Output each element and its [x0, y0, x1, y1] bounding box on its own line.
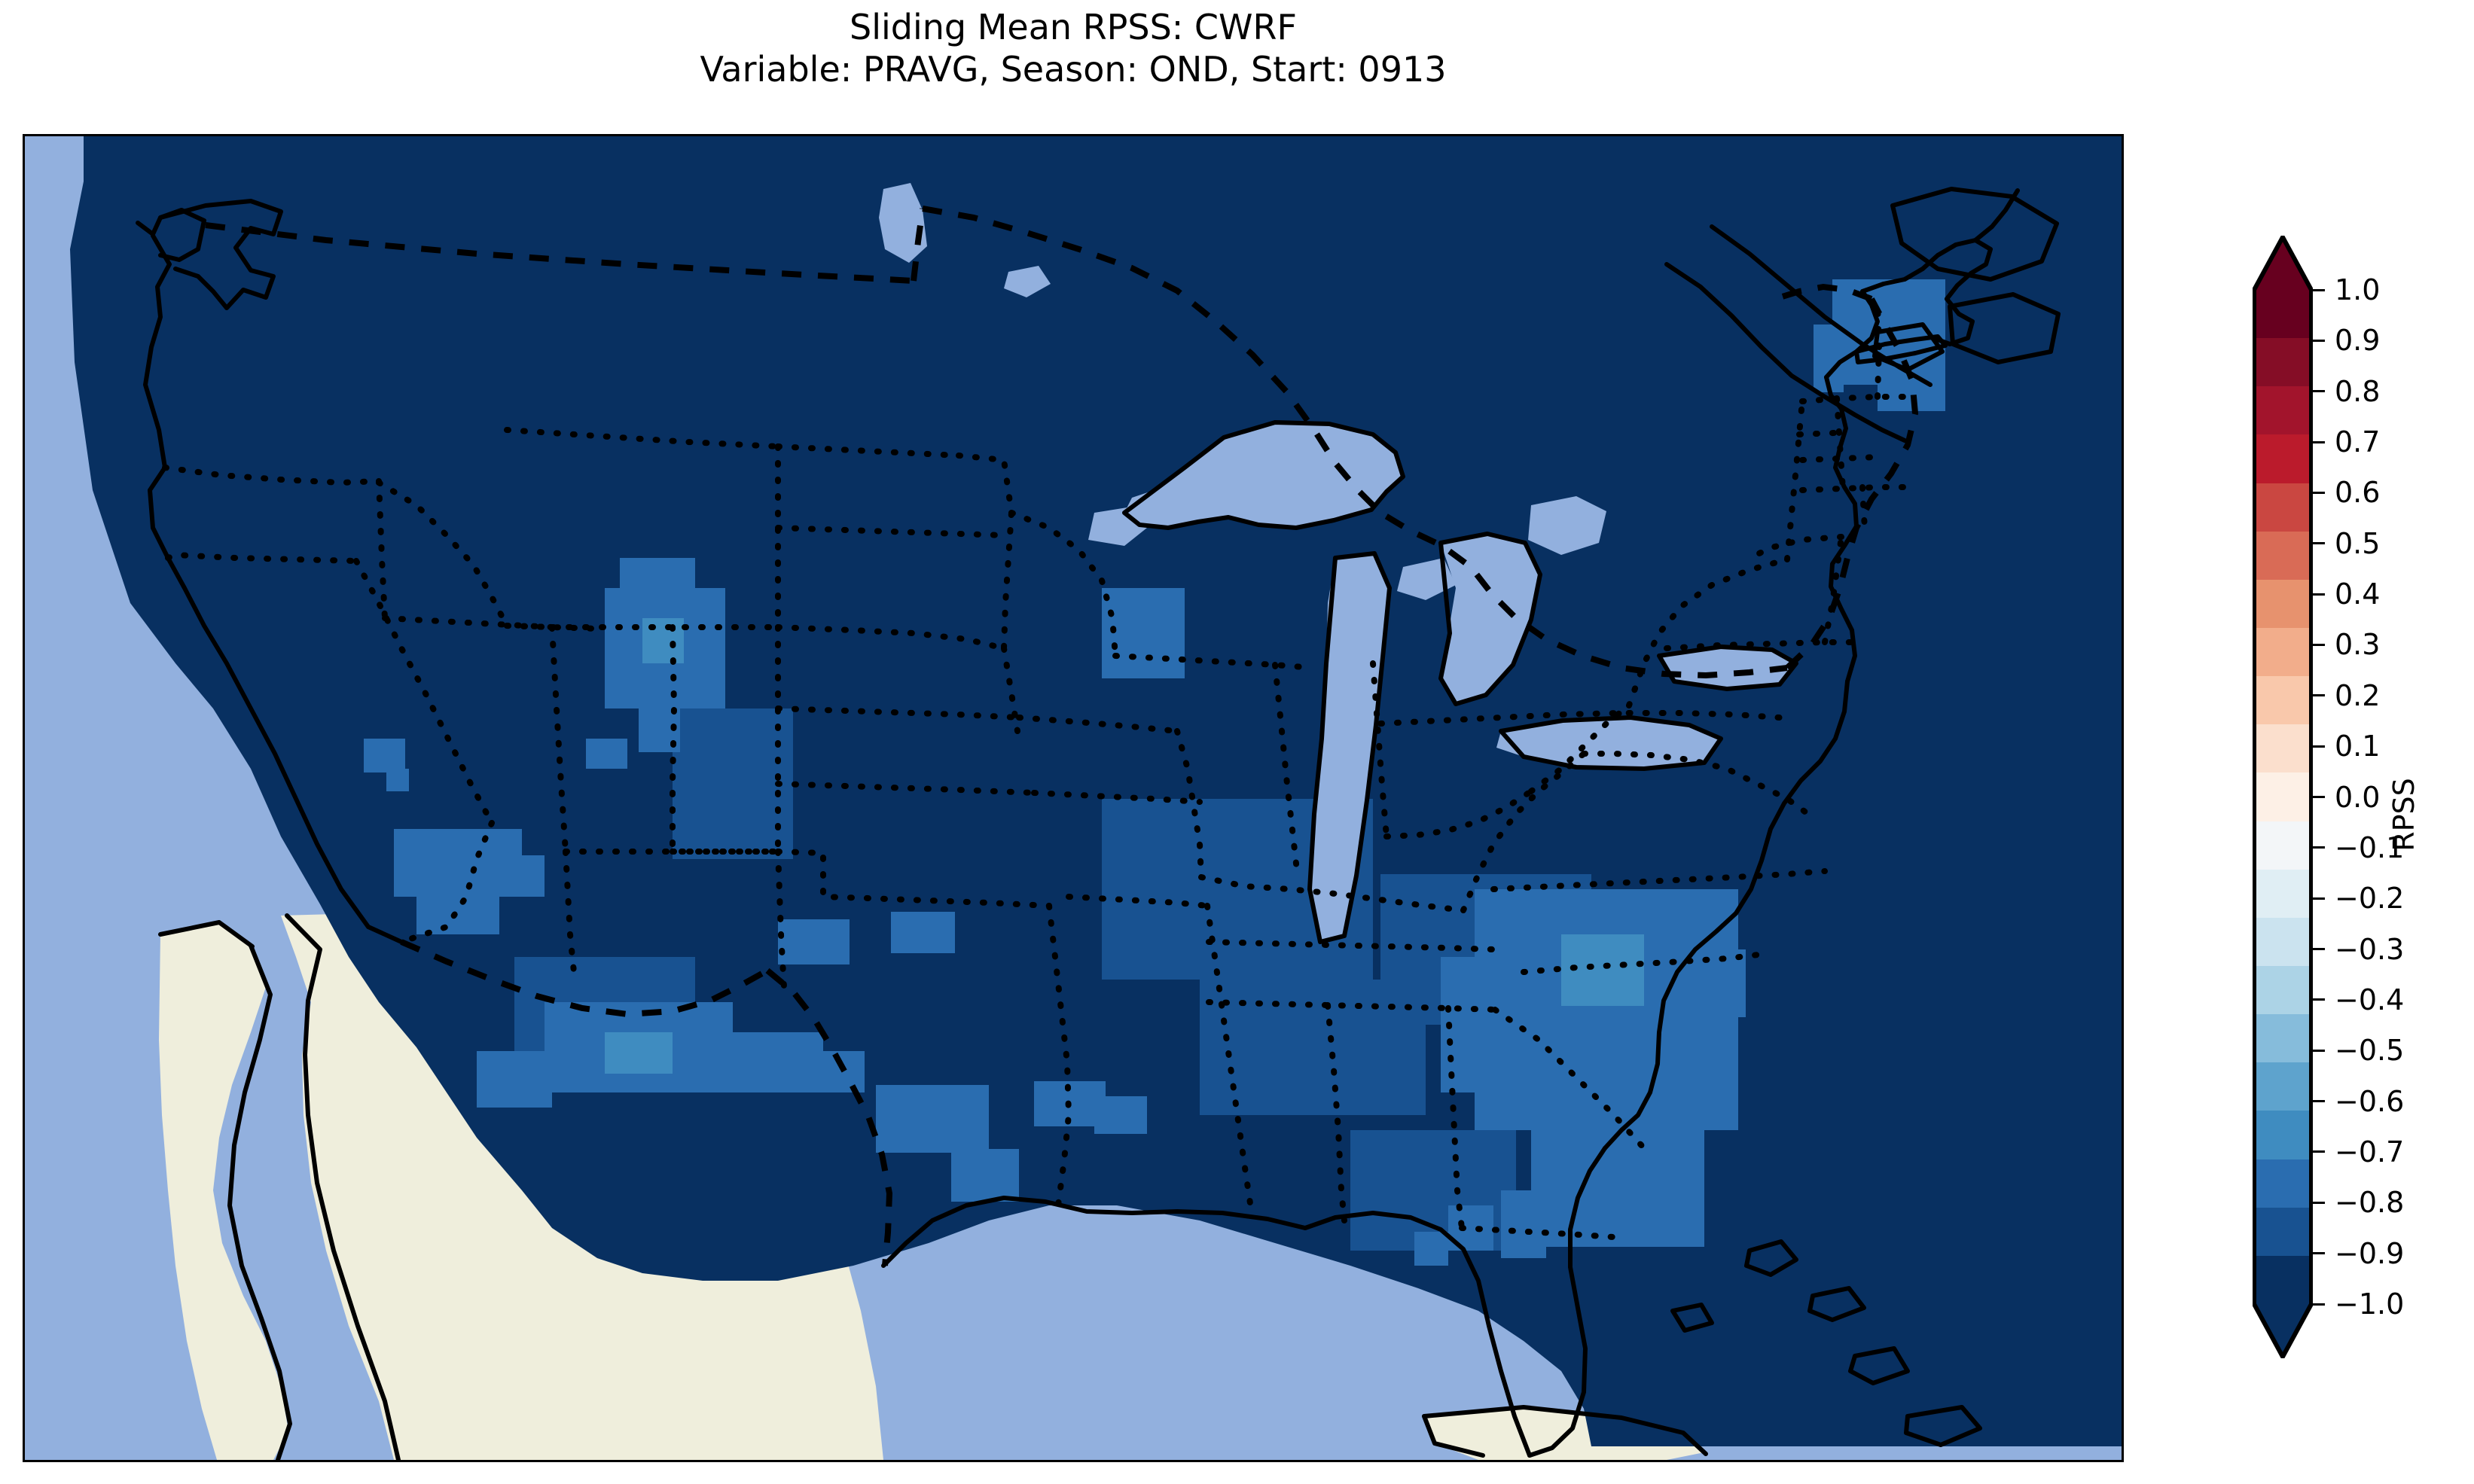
- colorbar-tick-label: −0.6: [2335, 1084, 2405, 1118]
- colorbar-tick-label: 0.4: [2335, 577, 2381, 611]
- colorbar-tick-label: 0.3: [2335, 628, 2381, 662]
- colorbar-tick-mark: [2311, 694, 2325, 697]
- colorbar-tick-label: −0.5: [2335, 1034, 2405, 1068]
- colorbar: 1.0 0.9 0.8 0.7 0.6 0.5 0.4 0.3 0.2 0.1 0.0 −0.1 −0.…: [2229, 226, 2474, 1370]
- colorbar-tick-label: −0.1: [2335, 830, 2405, 864]
- colorbar-tick-label: −0.2: [2335, 882, 2405, 916]
- colorbar-tick-mark: [2311, 440, 2325, 443]
- colorbar-tick-mark: [2311, 1252, 2325, 1255]
- country-borders-layer: [205, 206, 1919, 1266]
- colorbar-tick-mark: [2311, 1150, 2325, 1153]
- map-axes: [23, 134, 2124, 1462]
- colorbar-tick-mark: [2311, 1303, 2325, 1306]
- colorbar-tick-label: −0.4: [2335, 983, 2405, 1016]
- colorbar-tick-mark: [2311, 1201, 2325, 1204]
- colorbar-tick-mark: [2311, 288, 2325, 291]
- colorbar-tick-label: 0.9: [2335, 324, 2381, 358]
- great-lakes-layer: [879, 183, 1795, 942]
- colorbar-tick-mark: [2311, 542, 2325, 545]
- colorbar-tick-label: −1.0: [2335, 1287, 2405, 1321]
- colorbar-tick-label: 0.7: [2335, 425, 2381, 459]
- colorbar-ticks: 1.0 0.9 0.8 0.7 0.6 0.5 0.4 0.3 0.2 0.1 0.0 −0.1 −0.…: [2229, 226, 2474, 1370]
- colorbar-tick-label: 0.5: [2335, 526, 2381, 560]
- state-borders-layer: [162, 299, 1911, 1240]
- colorbar-tick-mark: [2311, 339, 2325, 342]
- colorbar-tick-mark: [2311, 948, 2325, 951]
- conus-rpss-map: [25, 136, 2122, 1460]
- colorbar-tick-mark: [2311, 998, 2325, 1001]
- colorbar-tick-mark: [2311, 745, 2325, 748]
- map-clip: [25, 136, 2122, 1460]
- colorbar-tick-mark: [2311, 897, 2325, 900]
- colorbar-tick-mark: [2311, 390, 2325, 393]
- colorbar-tick-label: 0.6: [2335, 476, 2381, 510]
- figure-title: Sliding Mean RPSS: CWRF Variable: PRAVG,…: [0, 6, 2146, 90]
- colorbar-tick-label: −0.8: [2335, 1186, 2405, 1220]
- title-line-2: Variable: PRAVG, Season: OND, Start: 091…: [700, 49, 1447, 90]
- colorbar-tick-label: −0.7: [2335, 1135, 2405, 1169]
- colorbar-tick-label: −0.3: [2335, 932, 2405, 966]
- colorbar-tick-label: 1.0: [2335, 273, 2381, 306]
- colorbar-tick-mark: [2311, 491, 2325, 494]
- colorbar-tick-label: 0.8: [2335, 374, 2381, 408]
- colorbar-tick-mark: [2311, 593, 2325, 596]
- title-line-1: Sliding Mean RPSS: CWRF: [850, 7, 1297, 47]
- colorbar-tick-label: 0.2: [2335, 678, 2381, 712]
- colorbar-tick-mark: [2311, 846, 2325, 849]
- colorbar-tick-mark: [2311, 643, 2325, 646]
- colorbar-tick-label: 0.1: [2335, 730, 2381, 763]
- colorbar-tick-label: 0.0: [2335, 780, 2381, 814]
- colorbar-tick-mark: [2311, 1100, 2325, 1103]
- colorbar-tick-mark: [2311, 796, 2325, 798]
- colorbar-axis-label: RPSS: [2387, 778, 2421, 852]
- colorbar-tick-mark: [2311, 1049, 2325, 1052]
- colorbar-tick-label: −0.9: [2335, 1236, 2405, 1270]
